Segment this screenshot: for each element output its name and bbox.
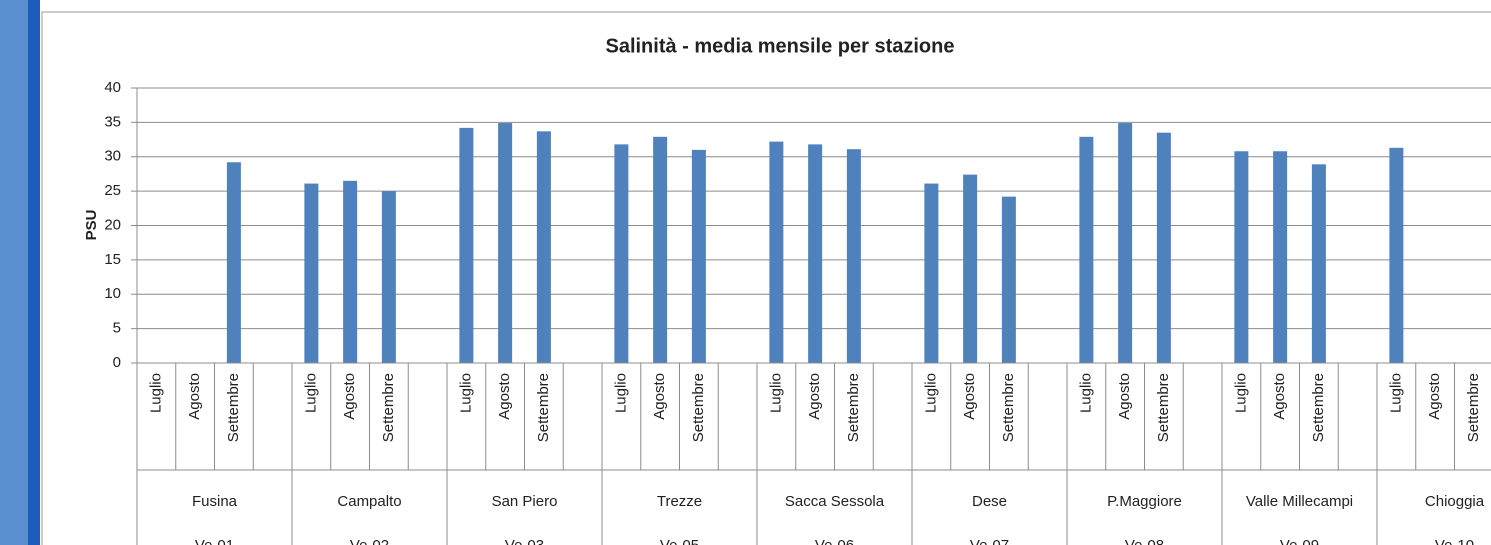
- bar: [653, 136, 668, 363]
- bar: [498, 123, 513, 363]
- group-code: Ve-06: [815, 537, 854, 545]
- x-tick-label: Settembre: [845, 373, 862, 442]
- group-code: Ve-07: [970, 537, 1009, 545]
- bar: [226, 162, 241, 363]
- group-label: Valle Millecampi: [1246, 493, 1353, 510]
- bar: [1079, 136, 1094, 363]
- x-tick-label: Agosto: [1116, 373, 1133, 420]
- x-tick-label: Agosto: [496, 373, 513, 420]
- bar: [808, 144, 823, 363]
- y-tick-label: 0: [113, 354, 121, 371]
- bar: [1311, 164, 1326, 363]
- x-tick-label: Settembre: [1310, 373, 1327, 442]
- group-code: Ve-03: [505, 537, 544, 545]
- x-tick-label: Settembre: [1155, 373, 1172, 442]
- y-axis-label: PSU: [83, 210, 100, 241]
- bar: [1389, 147, 1404, 363]
- x-tick-label: Agosto: [806, 373, 823, 420]
- x-tick-label: Agosto: [1271, 373, 1288, 420]
- x-tick-label: Settembre: [690, 373, 707, 442]
- group-label: P.Maggiore: [1107, 493, 1182, 510]
- bar: [381, 191, 396, 363]
- x-tick-label: Settembre: [1000, 373, 1017, 442]
- y-tick-label: 20: [104, 216, 121, 233]
- bar: [459, 127, 474, 363]
- x-tick-label: Agosto: [341, 373, 358, 420]
- bar: [1273, 151, 1288, 363]
- x-tick-label: Luglio: [457, 373, 474, 413]
- group-label: Chioggia: [1425, 493, 1485, 510]
- bar: [304, 183, 319, 363]
- x-tick-label: Settembre: [380, 373, 397, 442]
- bar: [536, 131, 551, 363]
- bar: [1118, 123, 1133, 363]
- x-tick-label: Luglio: [612, 373, 629, 413]
- chart-title: Salinità - media mensile per stazione: [605, 35, 954, 57]
- x-tick-label: Luglio: [147, 373, 164, 413]
- bar: [691, 149, 706, 363]
- bar: [1234, 151, 1249, 363]
- bar: [1001, 196, 1016, 363]
- y-tick-label: 25: [104, 182, 121, 199]
- x-tick-label: Luglio: [1387, 373, 1404, 413]
- group-code: Ve-05: [660, 537, 699, 545]
- group-label: Trezze: [657, 493, 702, 510]
- x-tick-label: Luglio: [302, 373, 319, 413]
- bar: [1156, 132, 1171, 363]
- x-tick-label: Luglio: [922, 373, 939, 413]
- x-tick-label: Settembre: [225, 373, 242, 442]
- group-label: San Piero: [492, 493, 558, 510]
- group-label: Campalto: [337, 493, 401, 510]
- y-tick-label: 15: [104, 251, 121, 268]
- y-tick-label: 5: [113, 320, 121, 337]
- group-label: Sacca Sessola: [785, 493, 885, 510]
- x-tick-label: Settembre: [535, 373, 552, 442]
- group-code: Ve-01: [195, 537, 234, 545]
- x-tick-label: Luglio: [767, 373, 784, 413]
- slide-border: [28, 0, 40, 545]
- group-code: Ve-10: [1435, 537, 1474, 545]
- x-tick-label: Settembre: [1465, 373, 1482, 442]
- y-tick-label: 40: [104, 79, 121, 96]
- bar: [924, 183, 939, 363]
- y-tick-label: 10: [104, 285, 121, 302]
- y-tick-label: 30: [104, 148, 121, 165]
- chart-frame: [41, 11, 1491, 545]
- group-code: Ve-02: [350, 537, 389, 545]
- x-tick-label: Agosto: [186, 373, 203, 420]
- group-code: Ve-09: [1280, 537, 1319, 545]
- x-tick-label: Luglio: [1232, 373, 1249, 413]
- bar: [343, 180, 358, 363]
- bar: [963, 174, 978, 363]
- bar: [846, 149, 861, 363]
- group-label: Fusina: [192, 493, 238, 510]
- x-tick-label: Agosto: [1426, 373, 1443, 420]
- x-tick-label: Luglio: [1077, 373, 1094, 413]
- group-code: Ve-08: [1125, 537, 1164, 545]
- group-label: Dese: [972, 493, 1007, 510]
- slide-edge: [0, 0, 28, 545]
- x-tick-label: Agosto: [961, 373, 978, 420]
- x-tick-label: Agosto: [651, 373, 668, 420]
- y-tick-label: 35: [104, 113, 121, 130]
- bar: [614, 144, 629, 363]
- bar: [769, 141, 784, 363]
